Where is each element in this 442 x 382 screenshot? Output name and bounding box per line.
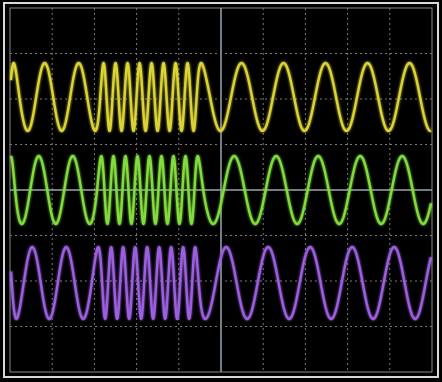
- purple-trace: [9, 245, 433, 321]
- waveforms: [9, 61, 433, 321]
- yellow-trace: [9, 61, 432, 133]
- screen-frame: [3, 2, 439, 378]
- green-trace: [9, 154, 433, 226]
